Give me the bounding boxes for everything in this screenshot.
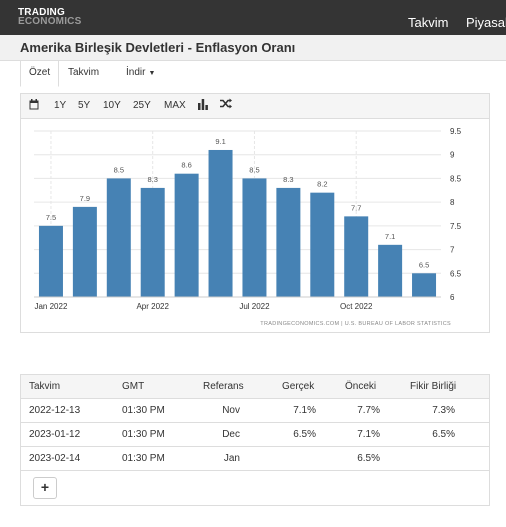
range-5y-button[interactable]: 5Y: [78, 100, 91, 111]
y-tick-label: 9: [450, 151, 455, 160]
bar-value-label: 8.3: [283, 175, 293, 184]
chart-bar: [242, 178, 267, 297]
chart-bar: [208, 149, 233, 297]
range-max-button[interactable]: MAX: [164, 100, 186, 111]
bar-chart-icon[interactable]: [198, 99, 208, 113]
x-tick-label: Jul 2022: [239, 302, 270, 311]
x-tick-label: Oct 2022: [340, 302, 373, 311]
chart-bar: [174, 173, 199, 297]
calendar-table: Takvim GMT Referans Gerçek Önceki Fikir …: [20, 374, 490, 506]
row-fikir-birligi: 7.3%: [432, 405, 455, 416]
logo[interactable]: TRADING ECONOMICS: [18, 7, 82, 27]
calendar-icon[interactable]: [29, 99, 39, 113]
y-tick-label: 7.5: [450, 222, 462, 231]
x-tick-label: Apr 2022: [136, 302, 169, 311]
x-tick-label: Jan 2022: [34, 302, 67, 311]
table-footer: +: [21, 471, 489, 505]
table-header-row: Takvim GMT Referans Gerçek Önceki Fikir …: [21, 375, 489, 399]
chart-toolbar: 1Y 5Y 10Y 25Y MAX: [20, 93, 490, 119]
table-row: 2023-01-12 01:30 PM Dec 6.5% 7.1% 6.5%: [21, 423, 489, 447]
row-referans: Jan: [223, 453, 240, 464]
row-onceki: 6.5%: [357, 453, 380, 464]
tab-indir[interactable]: İndir ▼: [118, 61, 163, 87]
header-onceki: Önceki: [345, 381, 377, 392]
header-gercek: Gerçek: [282, 381, 315, 392]
bar-value-label: 8.5: [249, 165, 259, 174]
add-row-button[interactable]: +: [33, 477, 57, 499]
bar-value-label: 9.1: [215, 137, 225, 146]
header-gmt: GMT: [122, 381, 145, 392]
range-25y-button[interactable]: 25Y: [133, 100, 151, 111]
logo-line-2: ECONOMICS: [18, 16, 82, 27]
chart-bar: [276, 187, 301, 297]
row-date: 2023-01-12: [29, 429, 81, 440]
table-row: 2022-12-13 01:30 PM Nov 7.1% 7.7% 7.3%: [21, 399, 489, 423]
row-gercek: 7.1%: [293, 405, 316, 416]
shuffle-icon[interactable]: [220, 98, 232, 112]
bar-value-label: 7.5: [46, 213, 56, 222]
chart-bar: [412, 273, 437, 297]
table-row: 2023-02-14 01:30 PM Jan 6.5%: [21, 447, 489, 471]
header-fikir-birligi: Fikir Birliği: [410, 381, 457, 392]
nav-takvim-link[interactable]: Takvim: [408, 15, 449, 30]
bar-value-label: 8.6: [181, 161, 191, 170]
chart-bar: [378, 244, 403, 297]
y-tick-label: 8.5: [450, 174, 462, 183]
row-referans: Nov: [222, 405, 240, 416]
y-tick-label: 8: [450, 198, 455, 207]
header-takvim: Takvim: [29, 381, 61, 392]
caret-down-icon: ▼: [148, 70, 156, 77]
chart-bar: [310, 192, 335, 297]
row-gmt: 01:30 PM: [122, 453, 165, 464]
y-tick-label: 7: [450, 246, 455, 255]
chart-bar: [106, 178, 131, 297]
logo-line-1: TRADING: [18, 7, 65, 18]
row-date: 2022-12-13: [29, 405, 81, 416]
title-bar: Amerika Birleşik Devletleri - Enflasyon …: [0, 35, 506, 61]
chart-bar: [72, 206, 97, 297]
chart-bar: [38, 225, 63, 297]
chart-bar: [344, 216, 369, 297]
bar-value-label: 8.3: [147, 175, 157, 184]
top-bar: TRADING ECONOMICS Takvim Piyasala: [0, 0, 506, 35]
header-referans: Referans: [203, 381, 244, 392]
bar-value-label: 7.9: [80, 194, 90, 203]
chart-bar: [140, 187, 165, 297]
inflation-bar-chart: 6 6.5 7 7.5 8 8.5 9 9.5 Jan 2022 Apr 2022 Jul 2022…: [34, 127, 462, 327]
nav-piyasalar-link[interactable]: Piyasala: [466, 15, 506, 30]
bar-value-label: 6.5: [419, 260, 429, 269]
chart-panel: 6 6.5 7 7.5 8 8.5 9 9.5 Jan 2022 Apr 2022 Jul 2022…: [20, 119, 490, 333]
y-tick-label: 6.5: [450, 269, 462, 278]
y-tick-label: 6: [450, 293, 455, 302]
page-title: Amerika Birleşik Devletleri - Enflasyon …: [20, 40, 296, 55]
row-gmt: 01:30 PM: [122, 405, 165, 416]
y-tick-label: 9.5: [450, 127, 462, 136]
bar-value-label: 7.1: [385, 232, 395, 241]
chart-source-label: TRADINGECONOMICS.COM | U.S. BUREAU OF LA…: [260, 321, 451, 327]
row-gmt: 01:30 PM: [122, 429, 165, 440]
row-referans: Dec: [222, 429, 240, 440]
range-10y-button[interactable]: 10Y: [103, 100, 121, 111]
tab-indir-label: İndir: [126, 67, 146, 78]
bar-value-label: 8.5: [114, 165, 124, 174]
bar-value-label: 8.2: [317, 180, 327, 189]
row-fikir-birligi: 6.5%: [432, 429, 455, 440]
range-1y-button[interactable]: 1Y: [54, 100, 67, 111]
row-onceki: 7.1%: [357, 429, 380, 440]
row-onceki: 7.7%: [357, 405, 380, 416]
tab-takvim[interactable]: Takvim: [68, 67, 100, 78]
tab-ozet[interactable]: Özet: [20, 61, 60, 87]
bar-value-label: 7.7: [351, 203, 361, 212]
row-gercek: 6.5%: [293, 429, 316, 440]
row-date: 2023-02-14: [29, 453, 81, 464]
